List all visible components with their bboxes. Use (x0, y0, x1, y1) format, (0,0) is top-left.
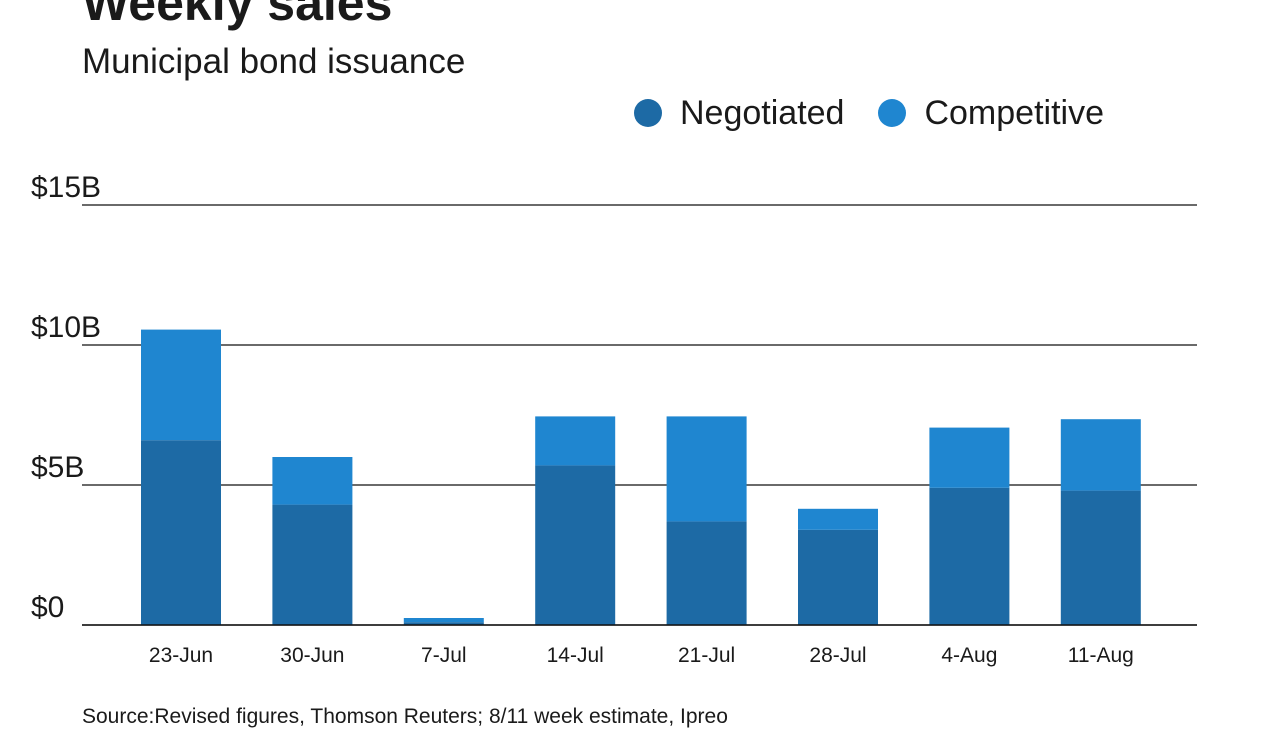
bar-competitive (929, 427, 1010, 488)
bar-negotiated (403, 622, 484, 625)
legend-swatch-competitive (878, 99, 907, 127)
source-note: Source:Revised figures, Thomson Reuters;… (82, 705, 728, 728)
x-tick-label: 14-Jul (547, 644, 604, 667)
bar-competitive (272, 457, 353, 505)
legend-label-competitive: Competitive (924, 93, 1104, 132)
bar-negotiated (1060, 490, 1141, 625)
bar-competitive (798, 508, 878, 530)
y-tick-label: $15B (31, 171, 101, 204)
x-tick-label: 28-Jul (809, 644, 866, 667)
legend-swatch-negotiated (634, 99, 662, 127)
legend-label-negotiated: Negotiated (680, 93, 845, 132)
chart-title: Weekly sales (82, 0, 393, 31)
x-tick-label: 23-Jun (149, 644, 213, 667)
bar-negotiated (929, 487, 1010, 625)
bar-competitive (666, 416, 747, 522)
legend-item-negotiated: Negotiated (634, 94, 844, 133)
y-tick-label: $10B (31, 311, 101, 344)
legend-item-competitive: Competitive (878, 94, 1104, 133)
bar-negotiated (666, 521, 747, 625)
bar-competitive (141, 329, 221, 441)
x-tick-label: 4-Aug (941, 644, 997, 667)
bar-negotiated (272, 504, 353, 625)
x-tick-label: 11-Aug (1068, 644, 1134, 667)
bar-negotiated (141, 440, 221, 625)
bar-competitive (1060, 419, 1141, 491)
x-tick-label: 30-Jun (280, 644, 344, 667)
bar-negotiated (798, 529, 878, 625)
bar-competitive (403, 618, 484, 623)
x-tick-label: 7-Jul (421, 644, 467, 667)
x-tick-label: 21-Jul (678, 644, 735, 667)
bar-negotiated (535, 465, 616, 625)
y-tick-label: $0 (31, 591, 64, 624)
chart-subtitle: Municipal bond issuance (82, 42, 466, 81)
legend: Negotiated Competitive (634, 93, 1104, 133)
y-tick-label: $5B (31, 451, 84, 484)
bar-competitive (535, 416, 616, 466)
